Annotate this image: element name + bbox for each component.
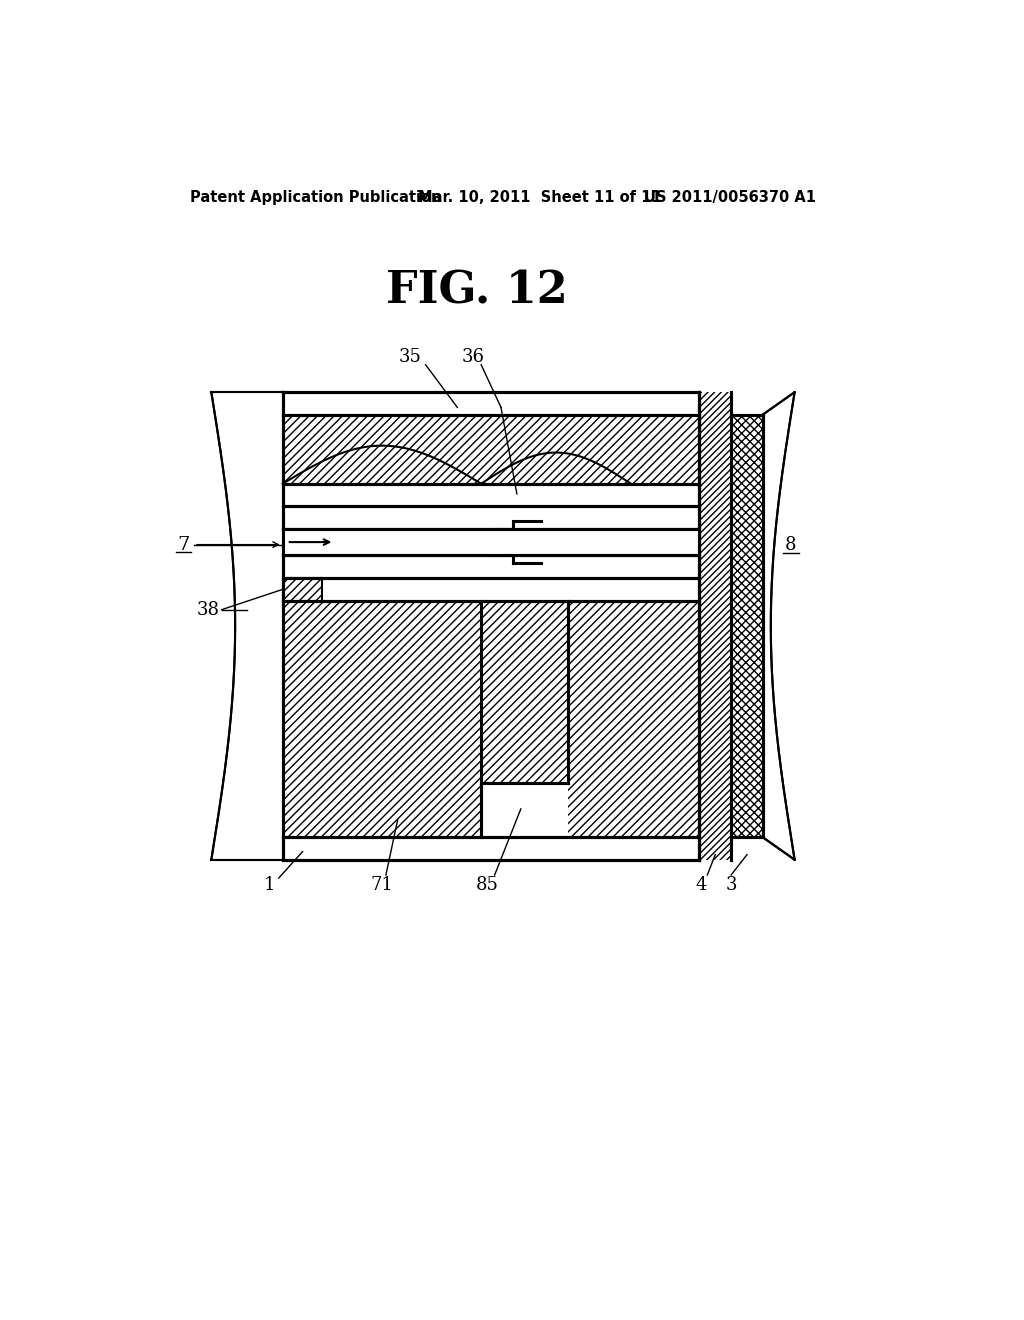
Text: 85: 85 <box>476 876 499 894</box>
Bar <box>283 529 699 554</box>
Text: Patent Application Publication: Patent Application Publication <box>189 190 441 205</box>
Bar <box>699 392 731 859</box>
Bar <box>283 578 699 601</box>
Bar <box>283 529 699 554</box>
Bar <box>699 392 731 859</box>
Text: FIG. 12: FIG. 12 <box>386 269 568 312</box>
Bar <box>731 414 763 837</box>
Text: 35: 35 <box>398 347 421 366</box>
Bar <box>283 837 699 859</box>
Bar <box>731 414 763 837</box>
Bar <box>283 601 699 837</box>
Text: Mar. 10, 2011  Sheet 11 of 11: Mar. 10, 2011 Sheet 11 of 11 <box>418 190 662 205</box>
Bar <box>481 784 568 837</box>
Text: US 2011/0056370 A1: US 2011/0056370 A1 <box>644 190 816 205</box>
Bar <box>283 837 699 859</box>
Bar <box>283 506 699 578</box>
Bar <box>283 392 699 414</box>
Bar <box>283 578 323 601</box>
Bar <box>283 483 699 506</box>
Text: 38: 38 <box>197 601 219 619</box>
Bar <box>283 506 699 578</box>
Bar <box>699 392 731 859</box>
Text: 4: 4 <box>695 876 707 894</box>
Bar <box>283 483 699 506</box>
Bar <box>283 414 699 483</box>
Text: 3: 3 <box>725 876 737 894</box>
Text: 71: 71 <box>371 876 393 894</box>
Bar <box>283 578 699 601</box>
Text: 1: 1 <box>263 876 275 894</box>
Text: 7: 7 <box>177 536 189 553</box>
Bar <box>283 578 323 601</box>
Bar <box>283 483 699 506</box>
Bar <box>283 392 699 414</box>
Bar <box>283 529 699 554</box>
Text: 8: 8 <box>785 536 797 553</box>
Text: 36: 36 <box>462 347 484 366</box>
Bar <box>283 578 323 601</box>
